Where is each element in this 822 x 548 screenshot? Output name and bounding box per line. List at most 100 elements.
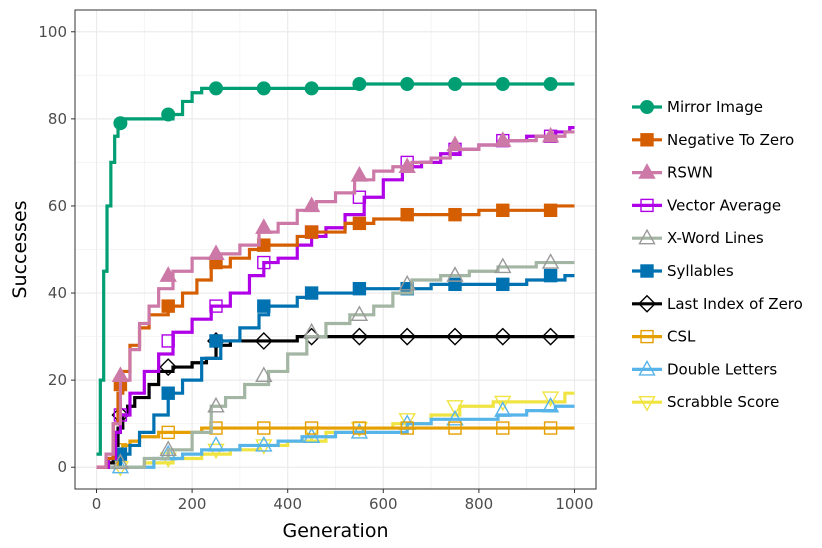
legend-key-marker bbox=[638, 396, 656, 412]
data-point-double-letters bbox=[541, 396, 560, 413]
series-negative-to-zero bbox=[96, 203, 575, 469]
data-point-double-letters bbox=[494, 401, 512, 417]
x-tick-label: 0 bbox=[92, 495, 102, 513]
series-layer bbox=[96, 77, 575, 477]
data-point-vector-average bbox=[161, 334, 175, 348]
legend-key-marker bbox=[638, 228, 656, 245]
legend-key-marker bbox=[640, 100, 654, 114]
data-point-syllables bbox=[543, 268, 558, 283]
data-point-rswn bbox=[302, 196, 321, 213]
data-point-rswn bbox=[207, 244, 225, 261]
data-point-x-word-lines bbox=[302, 322, 321, 339]
legend-item-csl: CSL bbox=[632, 328, 696, 346]
data-point-rswn bbox=[541, 126, 560, 143]
data-point-x-word-lines bbox=[398, 274, 416, 291]
data-point-rswn bbox=[398, 157, 416, 173]
data-point-mirror-image bbox=[495, 77, 510, 92]
y-tick-label: 80 bbox=[48, 110, 67, 128]
data-point-negative-to-zero bbox=[448, 207, 462, 222]
data-point-mirror-image bbox=[209, 81, 224, 96]
legend-label-csl: CSL bbox=[667, 328, 696, 346]
data-point-mirror-image bbox=[400, 77, 415, 92]
y-tick-label: 0 bbox=[57, 458, 67, 476]
data-point-negative-to-zero bbox=[400, 207, 414, 222]
data-point-last-index-of-zero bbox=[446, 327, 464, 346]
data-point-scrabble-score bbox=[541, 391, 560, 407]
data-point-scrabble-score bbox=[446, 400, 464, 416]
data-point-vector-average bbox=[209, 299, 223, 313]
legend-item-scrabble-score: Scrabble Score bbox=[632, 393, 779, 412]
data-point-mirror-image bbox=[543, 77, 558, 92]
x-tick-label: 400 bbox=[273, 495, 302, 513]
legend-item-double-letters: Double Letters bbox=[632, 359, 777, 378]
legend-label-double-letters: Double Letters bbox=[667, 360, 777, 378]
data-point-mirror-image bbox=[256, 81, 271, 96]
data-point-rswn bbox=[494, 131, 512, 147]
data-point-x-word-lines bbox=[350, 305, 369, 322]
data-point-x-word-lines bbox=[255, 366, 273, 382]
data-point-last-index-of-zero bbox=[541, 327, 560, 346]
data-point-last-index-of-zero bbox=[254, 331, 273, 350]
data-point-x-word-lines bbox=[159, 440, 177, 457]
legend-key-marker bbox=[638, 294, 656, 313]
data-point-double-letters bbox=[255, 436, 273, 452]
legend-key-marker bbox=[640, 329, 654, 344]
series-line-double-letters bbox=[96, 404, 575, 469]
x-tick-label: 200 bbox=[178, 495, 207, 513]
legend-item-syllables: Syllables bbox=[632, 262, 734, 280]
axes: 0 200 400 600 800 1000 0 20 40 60 80 100 bbox=[38, 23, 593, 513]
data-point-csl bbox=[400, 421, 414, 435]
series-x-word-lines bbox=[96, 253, 575, 470]
data-point-csl bbox=[257, 421, 271, 435]
data-point-scrabble-score bbox=[398, 413, 416, 429]
series-mirror-image bbox=[96, 77, 575, 456]
data-point-negative-to-zero bbox=[352, 216, 367, 231]
data-point-rswn bbox=[446, 135, 464, 152]
panel-border bbox=[74, 9, 597, 490]
x-tick-label: 800 bbox=[465, 495, 494, 513]
data-point-csl bbox=[543, 421, 558, 435]
legend-label-syllables: Syllables bbox=[667, 262, 734, 280]
data-point-mirror-image bbox=[447, 77, 462, 92]
data-point-double-letters bbox=[207, 436, 225, 452]
legend-item-rswn: RSWN bbox=[632, 163, 713, 182]
series-last-index-of-zero bbox=[96, 327, 575, 469]
legend: Mirror Image Negative To Zero RSWN Vector A… bbox=[632, 98, 803, 412]
legend-key-marker bbox=[640, 133, 654, 147]
data-point-negative-to-zero bbox=[543, 203, 558, 218]
data-point-rswn bbox=[350, 166, 369, 182]
legend-label-last-index-of-zero: Last Index of Zero bbox=[667, 295, 803, 313]
data-point-csl bbox=[496, 421, 510, 435]
data-point-syllables bbox=[304, 286, 319, 300]
y-tick-label: 60 bbox=[48, 197, 67, 215]
data-point-x-word-lines bbox=[111, 453, 130, 470]
legend-item-negative-to-zero: Negative To Zero bbox=[632, 131, 794, 149]
data-point-double-letters bbox=[302, 427, 321, 443]
data-point-x-word-lines bbox=[541, 253, 560, 269]
data-point-rswn bbox=[111, 366, 130, 382]
data-point-x-word-lines bbox=[446, 266, 464, 282]
legend-key-marker bbox=[638, 359, 656, 376]
data-point-syllables bbox=[352, 281, 367, 296]
data-point-csl bbox=[448, 421, 462, 435]
data-point-negative-to-zero bbox=[161, 299, 175, 313]
legend-key-marker bbox=[640, 264, 654, 278]
series-rswn bbox=[96, 126, 575, 469]
data-point-double-letters bbox=[350, 422, 369, 439]
data-point-negative-to-zero bbox=[304, 225, 319, 239]
y-tick-label: 40 bbox=[48, 284, 67, 302]
data-point-csl bbox=[352, 421, 367, 435]
data-point-last-index-of-zero bbox=[398, 327, 417, 346]
legend-item-x-word-lines: X-Word Lines bbox=[632, 228, 764, 247]
data-point-syllables bbox=[448, 277, 462, 292]
legend-label-mirror-image: Mirror Image bbox=[667, 98, 763, 116]
data-point-mirror-image bbox=[113, 116, 128, 131]
legend-item-vector-average: Vector Average bbox=[632, 196, 781, 214]
data-point-csl bbox=[161, 425, 175, 440]
data-point-mirror-image bbox=[352, 77, 367, 92]
legend-item-last-index-of-zero: Last Index of Zero bbox=[632, 295, 803, 313]
data-point-syllables bbox=[496, 277, 510, 292]
series-line-syllables bbox=[96, 274, 575, 469]
